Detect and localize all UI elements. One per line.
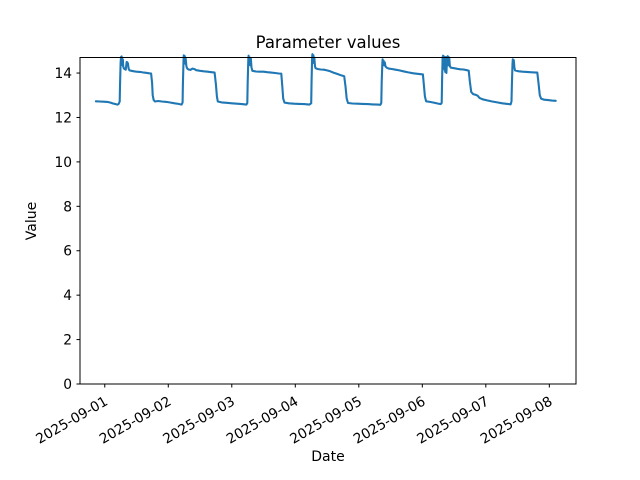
y-tick-label: 4	[63, 288, 72, 304]
y-tick-label: 2	[63, 333, 72, 349]
x-axis-label: Date	[311, 449, 344, 465]
y-tick-label: 0	[63, 377, 72, 393]
plot-area	[80, 57, 576, 384]
y-tick-label: 10	[54, 155, 72, 171]
chart-title: Parameter values	[256, 33, 401, 52]
y-tick-label: 6	[63, 244, 72, 260]
y-axis-ticks: 0 2 4 6 8 10 12 14	[54, 66, 80, 393]
y-axis-label: Value	[24, 202, 40, 240]
axes-border	[79, 57, 577, 385]
data-series-line	[94, 53, 557, 106]
y-tick-label: 12	[54, 110, 72, 126]
y-tick-label: 8	[63, 199, 72, 215]
y-tick-label: 14	[54, 66, 72, 82]
